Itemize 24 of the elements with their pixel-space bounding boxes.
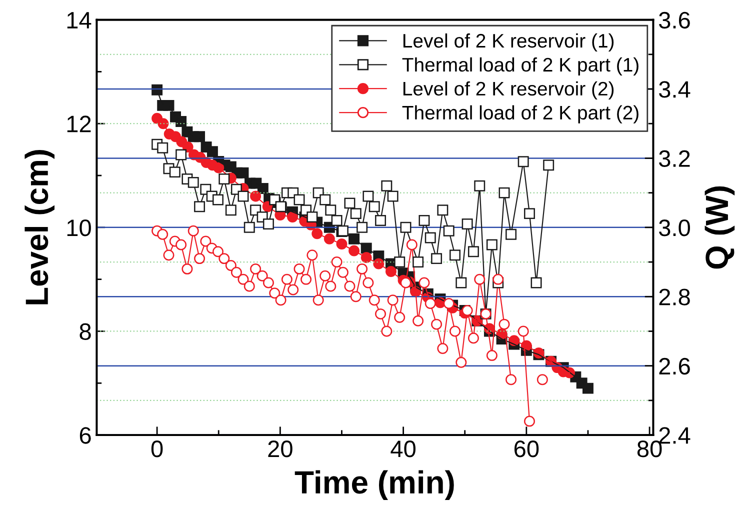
x-tick-label: 40 [390, 440, 416, 458]
y2-tick-label: 2.6 [659, 358, 690, 375]
y-tick-label: 8 [80, 323, 91, 340]
y-tick-label: 14 [67, 12, 92, 28]
legend-label: Thermal load of 2 K part (2) [402, 105, 638, 124]
y2-tick-label: 3.6 [658, 12, 690, 29]
y-tick-label: 10 [67, 219, 91, 236]
y-tick-label: 6 [80, 427, 91, 444]
y2-tick-label: 2.4 [659, 427, 690, 444]
x-axis-title: Time (min) [294, 470, 454, 500]
legend-label: Level of 2 K reservoir (2) [403, 81, 614, 100]
y2-axis-title: Q (W) [704, 186, 735, 269]
legend-label: Thermal load of 2 K part (1) [402, 57, 638, 76]
y-axis-title: Level (cm) [24, 150, 54, 304]
x-tick-label: 20 [268, 440, 292, 458]
x-tick-label: 0 [151, 440, 163, 458]
x-tick-label: 80 [637, 440, 662, 458]
y2-tick-label: 2.8 [659, 288, 690, 306]
y2-tick-label: 3.0 [658, 219, 690, 236]
y2-tick-label: 3.2 [658, 150, 690, 167]
x-tick-label: 60 [514, 440, 539, 458]
y-tick-label: 12 [67, 116, 91, 132]
y2-tick-label: 3.4 [658, 81, 690, 98]
legend-label: Level of 2 K reservoir (1) [403, 33, 614, 52]
